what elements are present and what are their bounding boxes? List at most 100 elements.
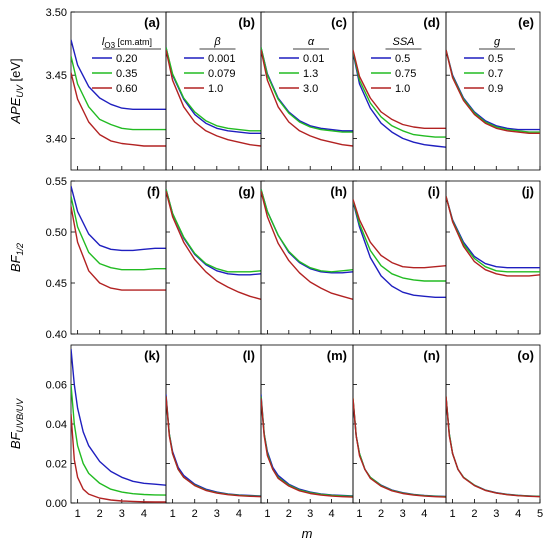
chart-panel: 1 2 3 4 (m) [260, 344, 354, 520]
series-line [353, 201, 446, 298]
legend-title: lO3 [cm.atm] [102, 36, 152, 50]
x-tick-label: 1 [356, 508, 362, 520]
series-line [446, 396, 540, 498]
series-line [166, 394, 261, 497]
legend-entry: 0.01 [303, 53, 324, 65]
panel-label: (l) [243, 348, 255, 363]
x-tick-label: 1 [449, 508, 455, 520]
y-tick-label: 3.45 [46, 70, 67, 82]
y-tick-label: 3.40 [46, 133, 67, 145]
y-tick-label: 0.45 [46, 278, 67, 290]
panel-label: (h) [330, 184, 347, 199]
y-tick-label: 0.55 [46, 176, 67, 188]
series-line [353, 51, 446, 138]
x-axis-label: m [302, 526, 313, 541]
x-tick-label: 3 [214, 508, 220, 520]
series-line [261, 394, 353, 497]
legend-entry: 1.0 [208, 83, 223, 95]
series-line [353, 400, 446, 498]
x-tick-label: 5 [537, 508, 543, 520]
panel-frame [352, 344, 447, 504]
series-line [71, 384, 166, 496]
x-tick-label: 4 [141, 508, 147, 520]
series-line [353, 52, 446, 148]
legend-title: α [308, 36, 315, 48]
y-axis-label: APEUV [eV] [8, 58, 25, 124]
legend-entry: 0.75 [395, 68, 416, 80]
x-tick-label: 1 [75, 508, 81, 520]
series-line [71, 185, 166, 252]
chart-panel: 1 2 3 4 (l) [165, 344, 262, 520]
x-tick-label: 4 [329, 508, 335, 520]
panel-frame [165, 344, 262, 504]
series-line [446, 196, 540, 269]
legend-entry: 1.3 [303, 68, 318, 80]
chart-panel: (e) g 0.5 0.7 0.9 [445, 11, 541, 171]
x-tick-label: 3 [307, 508, 313, 520]
series-line [166, 191, 261, 300]
x-tick-label: 2 [471, 508, 477, 520]
series-line [261, 47, 353, 133]
chart-panel: (b) β 0.001 0.079 1.0 [165, 11, 262, 171]
y-tick-label: 0.06 [46, 380, 67, 392]
panel-label: (k) [144, 348, 160, 363]
y-tick-label: 3.50 [46, 7, 67, 19]
legend-entry: 3.0 [303, 83, 318, 95]
series-line [166, 189, 261, 273]
series-line [353, 200, 446, 282]
panel-label: (n) [423, 348, 440, 363]
legend-entry: 0.5 [395, 53, 410, 65]
y-axis-label: BFUVB/UV [8, 398, 25, 449]
y-tick-label: 0.40 [46, 329, 67, 341]
legend-title: g [494, 36, 501, 48]
chart-panel: (h) [260, 180, 354, 335]
x-tick-label: 4 [236, 508, 242, 520]
legend-entry: 0.5 [488, 53, 503, 65]
panel-label: (c) [331, 15, 347, 30]
chart-panel: 1 2 3 4 (k) [70, 344, 167, 520]
series-line [353, 398, 446, 498]
y-axis-label: BF1/2 [8, 243, 25, 272]
panel-label: (b) [238, 15, 255, 30]
panel-grid: 3.50 3.45 3.40 APEUV [eV] (a) lO3 [cm.atm] 0.2… [8, 7, 543, 520]
panel-frame [445, 344, 541, 504]
series-line [166, 189, 261, 276]
chart-panel: 1 2 3 4 5 (o) [445, 344, 543, 520]
legend-entry: 0.60 [116, 83, 137, 95]
chart-panel: (f) [70, 180, 167, 335]
chart-panel: (a) lO3 [cm.atm] 0.20 0.35 0.60 [70, 11, 167, 171]
panel-label: (j) [522, 184, 534, 199]
y-tick-label: 0.50 [46, 227, 67, 239]
series-line [446, 396, 540, 498]
panel-frame [352, 180, 447, 335]
legend-entry: 0.9 [488, 83, 503, 95]
panel-label: (g) [238, 184, 255, 199]
panel-frame [70, 180, 167, 335]
panel-label: (i) [428, 184, 440, 199]
series-line [71, 56, 166, 131]
series-line [71, 414, 166, 503]
series-line [71, 348, 166, 486]
panel-frame [445, 180, 541, 335]
panel-frame [260, 344, 354, 504]
chart-panel: (j) [445, 180, 541, 335]
chart-panel: (g) [165, 180, 262, 335]
series-line [71, 72, 166, 147]
series-line [261, 189, 353, 273]
x-tick-label: 4 [515, 508, 521, 520]
panel-frame [445, 11, 541, 171]
x-tick-label: 3 [400, 508, 406, 520]
series-line [166, 396, 261, 498]
series-line [71, 39, 166, 111]
x-tick-label: 3 [493, 508, 499, 520]
x-tick-label: 1 [264, 508, 270, 520]
panel-label: (o) [517, 348, 534, 363]
legend-entry: 0.20 [116, 53, 137, 65]
panel-frame [260, 180, 354, 335]
series-line [353, 199, 446, 269]
panel-label: (m) [327, 348, 347, 363]
panel-frame [70, 344, 167, 504]
x-tick-label: 3 [119, 508, 125, 520]
legend-entry: 0.35 [116, 68, 137, 80]
chart-panel: 1 2 3 4 (n) [352, 344, 447, 520]
